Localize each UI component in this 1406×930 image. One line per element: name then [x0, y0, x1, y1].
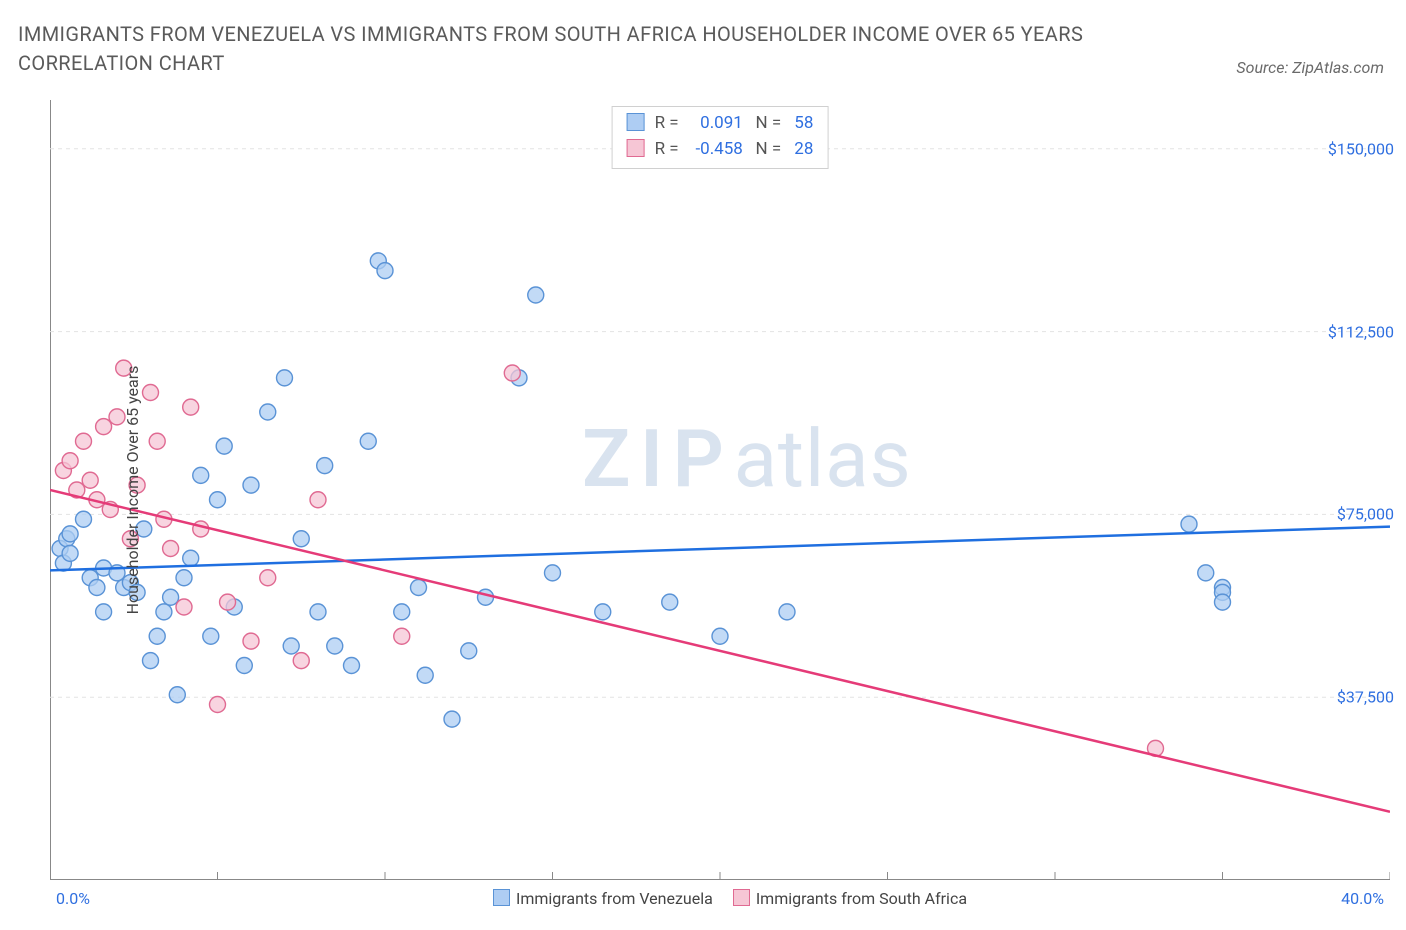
y-tick-label: $112,500	[1328, 322, 1394, 341]
data-point	[317, 458, 333, 474]
data-point	[377, 263, 393, 279]
y-axis-label: Householder Income Over 65 years	[123, 366, 142, 615]
data-point	[243, 477, 259, 493]
y-tick-label: $37,500	[1337, 688, 1394, 707]
regression-line	[50, 490, 1390, 812]
data-point	[210, 492, 226, 508]
data-point	[293, 653, 309, 669]
data-point	[149, 433, 165, 449]
data-point	[236, 658, 252, 674]
data-point	[478, 589, 494, 605]
data-point	[193, 467, 209, 483]
data-point	[545, 565, 561, 581]
data-point	[293, 531, 309, 547]
data-point	[62, 545, 78, 561]
data-point	[779, 604, 795, 620]
data-point	[461, 643, 477, 659]
data-point	[210, 697, 226, 713]
legend-swatch	[733, 889, 750, 906]
data-point	[1215, 594, 1231, 610]
data-point	[62, 526, 78, 542]
data-point	[163, 541, 179, 557]
scatter-plot-svg	[50, 100, 1390, 880]
stats-row: R = -0.458 N = 28	[627, 137, 814, 163]
data-point	[344, 658, 360, 674]
data-point	[183, 550, 199, 566]
series-legend: Immigrants from Venezuela Immigrants from…	[50, 889, 1390, 908]
data-point	[1198, 565, 1214, 581]
data-point	[96, 604, 112, 620]
data-point	[712, 628, 728, 644]
data-point	[528, 287, 544, 303]
data-point	[260, 404, 276, 420]
data-point	[504, 365, 520, 381]
data-point	[1181, 516, 1197, 532]
stats-row: R = 0.091 N = 58	[627, 111, 814, 137]
data-point	[243, 633, 259, 649]
data-point	[417, 667, 433, 683]
data-point	[96, 419, 112, 435]
data-point	[62, 453, 78, 469]
data-point	[176, 599, 192, 615]
data-point	[149, 628, 165, 644]
data-point	[394, 604, 410, 620]
source-attribution: Source: ZipAtlas.com	[1236, 58, 1384, 77]
data-point	[163, 589, 179, 605]
data-point	[203, 628, 219, 644]
data-point	[310, 604, 326, 620]
y-tick-label: $150,000	[1328, 139, 1394, 158]
data-point	[169, 687, 185, 703]
data-point	[183, 399, 199, 415]
legend-swatch	[627, 113, 645, 131]
data-point	[220, 594, 236, 610]
data-point	[89, 580, 105, 596]
legend-label: Immigrants from South Africa	[756, 889, 967, 908]
legend-label: Immigrants from Venezuela	[516, 889, 713, 908]
data-point	[327, 638, 343, 654]
stats-legend: R = 0.091 N = 58R = -0.458 N = 28	[612, 106, 829, 169]
data-point	[143, 653, 159, 669]
regression-line	[50, 527, 1390, 571]
data-point	[277, 370, 293, 386]
data-point	[662, 594, 678, 610]
data-point	[76, 511, 92, 527]
data-point	[310, 492, 326, 508]
data-point	[193, 521, 209, 537]
legend-swatch	[493, 889, 510, 906]
data-point	[260, 570, 276, 586]
data-point	[156, 604, 172, 620]
data-point	[143, 385, 159, 401]
data-point	[394, 628, 410, 644]
data-point	[76, 433, 92, 449]
legend-swatch	[627, 139, 645, 157]
chart-area: Householder Income Over 65 years ZIPatla…	[50, 100, 1390, 880]
data-point	[595, 604, 611, 620]
data-point	[444, 711, 460, 727]
y-tick-label: $75,000	[1337, 505, 1394, 524]
data-point	[360, 433, 376, 449]
chart-title: IMMIGRANTS FROM VENEZUELA VS IMMIGRANTS …	[18, 20, 1138, 78]
data-point	[82, 472, 98, 488]
data-point	[411, 580, 427, 596]
data-point	[176, 570, 192, 586]
data-point	[283, 638, 299, 654]
data-point	[216, 438, 232, 454]
